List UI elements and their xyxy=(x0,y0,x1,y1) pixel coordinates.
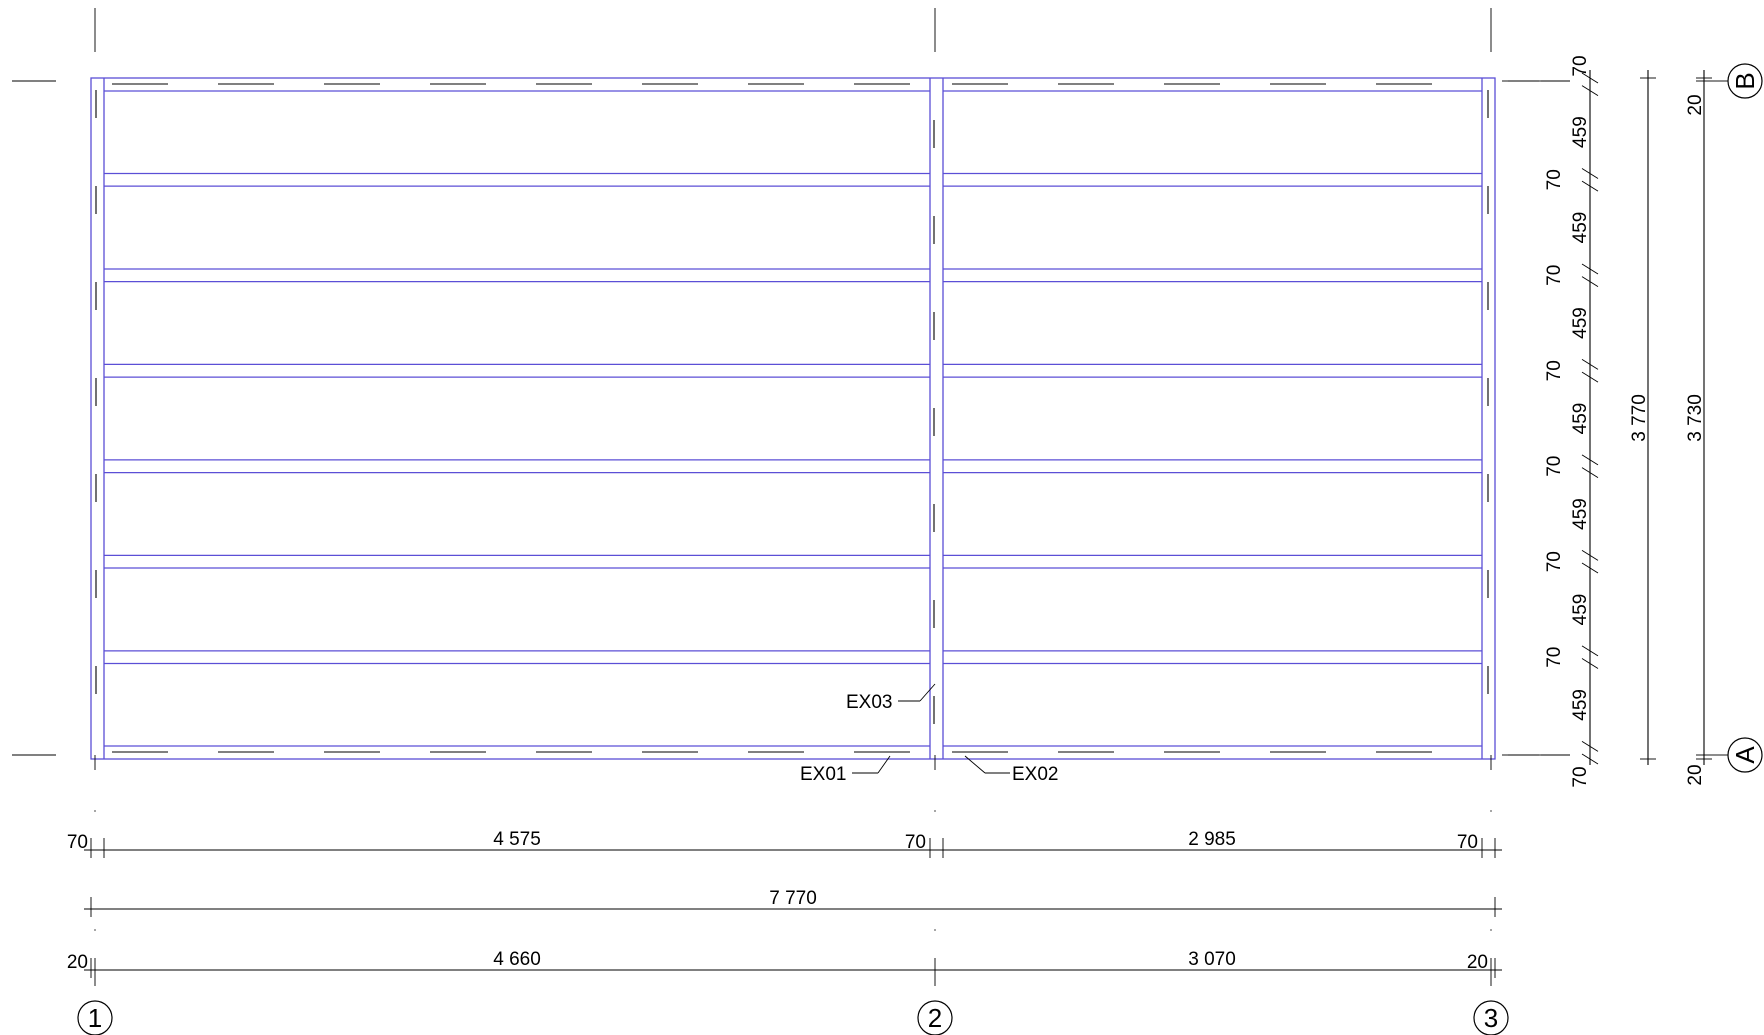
dim-tick xyxy=(1581,371,1599,383)
dim-row1-2: 70 xyxy=(905,832,926,853)
dim-tick xyxy=(1581,276,1599,287)
grid-label-3: 3 xyxy=(1484,1003,1498,1033)
grid-bubble-3: 3 xyxy=(1473,1000,1509,1035)
dim-overall-grid: 3 730 xyxy=(1685,394,1706,442)
dim-tick xyxy=(1581,562,1599,574)
dim-chain-label: 70 xyxy=(1544,551,1565,572)
dim-tick xyxy=(1581,753,1599,765)
dim-tick xyxy=(1581,550,1599,561)
tag-ex02: EX02 xyxy=(1012,764,1058,785)
dim-chain-label: 70 xyxy=(1544,456,1565,477)
dim-chain-label: 459 xyxy=(1570,594,1591,626)
dim-tick xyxy=(1581,180,1599,192)
floor-frame xyxy=(90,77,1496,760)
dim-row1-0: 70 xyxy=(67,832,88,853)
dim-overall-inner: 3 770 xyxy=(1629,394,1650,442)
grid-label-2: 2 xyxy=(928,1003,942,1033)
dim-tick xyxy=(1581,359,1599,370)
dim-chain-label: 70 xyxy=(1544,360,1565,381)
dim-tick xyxy=(1581,85,1599,96)
dimension-row-2: 7 770 xyxy=(84,888,1502,917)
dim-row2-overall: 7 770 xyxy=(769,888,817,909)
dim-tick xyxy=(1581,645,1599,657)
tag-ex01: EX01 xyxy=(800,764,846,785)
hidden-lines xyxy=(95,83,1489,753)
dim-grid-offset-top: 20 xyxy=(1685,94,1706,115)
grid-lines-through-plan xyxy=(94,80,1570,770)
grid-bubbles-numbered: 1 2 3 xyxy=(77,978,1509,1035)
dim-row1-4: 70 xyxy=(1457,832,1478,853)
dim-chain-label: 459 xyxy=(1570,212,1591,244)
dim-chain-label: 70 xyxy=(1544,265,1565,286)
dim-tick xyxy=(1581,72,1599,84)
dim-tick xyxy=(1581,454,1599,466)
dim-row1-3: 2 985 xyxy=(1188,829,1236,850)
grid-extension-lines xyxy=(12,8,1508,756)
vertical-overall-dimensions: 3 770 3 730 20 20 xyxy=(1629,70,1712,786)
dim-tick xyxy=(1581,467,1599,478)
outer-rim-board xyxy=(90,77,1496,760)
dim-chain-label: 459 xyxy=(1570,689,1591,721)
dim-grid-offset-bottom: 20 xyxy=(1685,764,1706,785)
dim-chain-label: 459 xyxy=(1570,116,1591,148)
dim-chain-label: 70 xyxy=(1544,647,1565,668)
grid-label-1: 1 xyxy=(88,1003,102,1033)
dim-row1-1: 4 575 xyxy=(493,829,541,850)
dim-row3-3: 20 xyxy=(1467,952,1488,973)
dim-chain-label: 70 xyxy=(1570,55,1591,76)
grid-label-b: B xyxy=(1730,72,1760,89)
grid-bubble-b: B xyxy=(1727,63,1763,99)
dim-chain-label: 459 xyxy=(1570,498,1591,530)
dim-row3-0: 20 xyxy=(67,952,88,973)
dim-row3-1: 4 660 xyxy=(493,949,541,970)
construction-dots xyxy=(94,80,1541,931)
dim-tick xyxy=(1581,741,1599,752)
grid-bubble-2: 2 xyxy=(917,1000,953,1035)
element-tags: EX01 EX02 EX03 xyxy=(800,683,1058,785)
dimension-row-1: 70 4 575 70 2 985 70 xyxy=(67,829,1502,858)
grid-bubbles-lettered: B A xyxy=(1712,63,1763,773)
grid-bubble-a: A xyxy=(1727,737,1763,773)
dim-chain-label: 459 xyxy=(1570,403,1591,435)
grid-bubble-1: 1 xyxy=(77,1000,113,1035)
floor-joists xyxy=(104,172,1482,665)
grid-label-a: A xyxy=(1730,746,1760,764)
dim-chain-label: 70 xyxy=(1570,766,1591,787)
dimension-row-3: 20 4 660 3 070 20 xyxy=(67,949,1502,978)
tag-ex03: EX03 xyxy=(846,692,892,713)
dim-tick xyxy=(1581,658,1599,669)
dim-chain-label: 459 xyxy=(1570,307,1591,339)
dim-chain-label: 70 xyxy=(1544,169,1565,190)
dim-tick xyxy=(1581,263,1599,275)
dim-row3-2: 3 070 xyxy=(1188,949,1236,970)
dim-tick xyxy=(1581,168,1599,179)
